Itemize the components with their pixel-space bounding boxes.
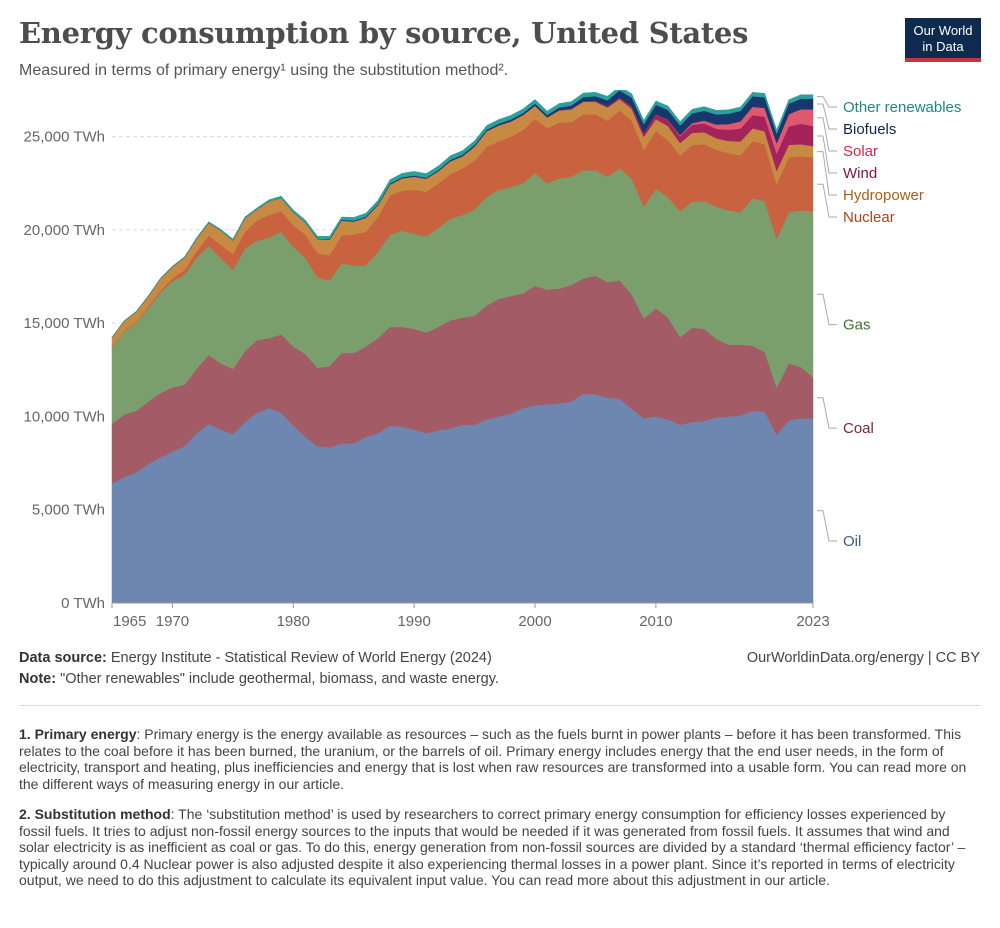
chart-subtitle: Measured in terms of primary energy¹ usi… — [19, 62, 509, 79]
legend-label[interactable]: Coal — [843, 420, 874, 437]
legend-item-gas[interactable]: Gas — [817, 293, 871, 334]
legend-label[interactable]: Solar — [843, 143, 878, 160]
legend-connector — [817, 293, 837, 326]
chart-title: Energy consumption by source, United Sta… — [19, 16, 749, 50]
area-other-renewables[interactable] — [111, 90, 814, 339]
legend-connector — [817, 183, 837, 218]
footer-divider — [19, 705, 981, 706]
legend-item-solar[interactable]: Solar — [817, 117, 878, 160]
x-tick-label: 1980 — [277, 613, 310, 630]
data-source: Data source: Energy Institute - Statisti… — [19, 650, 492, 666]
y-axis-ticks: 0 TWh 5,000 TWh 10,000 TWh 15,000 TWh 20,000… — [24, 129, 105, 612]
legend-label[interactable]: Oil — [843, 533, 861, 550]
legend-item-other-renewables[interactable]: Other renewables — [817, 96, 961, 116]
legend-label[interactable]: Biofuels — [843, 121, 896, 138]
series-legend[interactable]: Other renewables Biofuels Solar Wind Hydropo… — [817, 96, 961, 550]
legend-label[interactable]: Other renewables — [843, 99, 961, 116]
y-tick-label: 15,000 TWh — [24, 315, 105, 332]
legend-item-biofuels[interactable]: Biofuels — [817, 103, 896, 138]
x-tick-label: 1990 — [397, 613, 430, 630]
data-source-text: Energy Institute - Statistical Review of… — [110, 650, 492, 666]
x-tick-label: 2000 — [518, 613, 551, 630]
legend-connector — [817, 117, 837, 152]
legend-item-hydropower[interactable]: Hydropower — [817, 151, 924, 204]
legend-connector — [817, 397, 837, 429]
legend-item-coal[interactable]: Coal — [817, 397, 874, 437]
series-areas[interactable] — [111, 90, 814, 604]
legend-connector — [817, 96, 837, 108]
note-label: Note: — [19, 671, 57, 687]
legend-label[interactable]: Gas — [843, 317, 871, 334]
legend-item-nuclear[interactable]: Nuclear — [817, 183, 895, 226]
logo-line-1: Our World — [913, 23, 973, 38]
legend-item-oil[interactable]: Oil — [817, 510, 861, 550]
data-source-label: Data source: — [19, 650, 107, 666]
x-tick-label: 2010 — [639, 613, 672, 630]
footnote-text: : The ‘substitution method’ is used by r… — [19, 806, 966, 888]
y-tick-label: 25,000 TWh — [24, 129, 105, 146]
legend-connector — [817, 103, 837, 130]
note: Note: "Other renewables" include geother… — [19, 671, 499, 687]
footnote-label: 2. Substitution method — [19, 806, 171, 822]
x-tick-label: 1965 — [113, 613, 146, 630]
legend-item-wind[interactable]: Wind — [817, 135, 877, 182]
y-tick-label: 10,000 TWh — [24, 408, 105, 425]
y-tick-label: 20,000 TWh — [24, 222, 105, 239]
owid-logo[interactable]: Our World in Data — [905, 18, 981, 62]
footnote-primary-energy: 1. Primary energy: Primary energy is the… — [19, 726, 979, 792]
legend-connector — [817, 135, 837, 174]
note-text: "Other renewables" include geothermal, b… — [60, 671, 499, 687]
legend-label[interactable]: Hydropower — [843, 187, 924, 204]
legend-connector — [817, 151, 837, 196]
legend-connector — [817, 510, 837, 542]
y-tick-label: 5,000 TWh — [32, 502, 105, 519]
legend-label[interactable]: Nuclear — [843, 209, 895, 226]
logo-line-2: in Data — [922, 39, 964, 54]
footnote-text: : Primary energy is the energy available… — [19, 726, 967, 792]
credit-link[interactable]: OurWorldinData.org/energy | CC BY — [746, 650, 980, 666]
footnote-substitution-method: 2. Substitution method: The ‘substitutio… — [19, 806, 979, 889]
legend-label[interactable]: Wind — [843, 165, 877, 182]
x-axis: 1965 1970 1980 1990 2000 2010 2023 — [111, 602, 830, 630]
y-tick-label: 0 TWh — [61, 595, 105, 612]
stacked-area-chart[interactable]: 0 TWh 5,000 TWh 10,000 TWh 15,000 TWh 20,000… — [0, 90, 1000, 635]
x-tick-label: 2023 — [796, 613, 829, 630]
footnote-label: 1. Primary energy — [19, 726, 137, 742]
x-tick-label: 1970 — [156, 613, 189, 630]
